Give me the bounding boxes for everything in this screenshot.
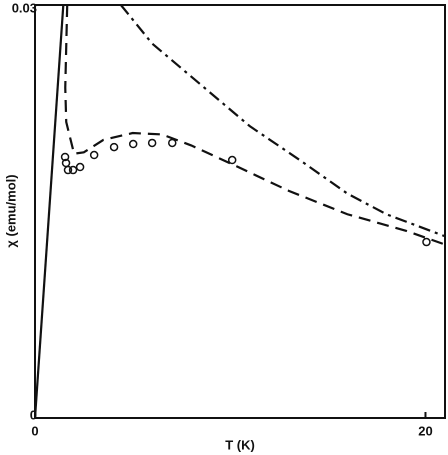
series-line (120, 5, 445, 238)
series-line (35, 5, 65, 418)
data-point (422, 237, 431, 247)
x-tick-label: 0 (31, 423, 38, 438)
y-axis-label: χ (emu/mol) (3, 174, 18, 247)
data-point (168, 138, 177, 148)
data-point (63, 165, 73, 175)
y-tick-label: 0.03 (12, 0, 37, 15)
data-point (89, 150, 99, 160)
data-point (68, 165, 78, 175)
data-point (75, 162, 85, 172)
series-line (64, 5, 445, 246)
data-point (147, 138, 157, 148)
plot-frame (34, 4, 446, 419)
x-tick-label: 20 (418, 423, 432, 438)
y-tick-label: 0 (30, 407, 37, 422)
data-point (109, 142, 119, 152)
data-point (227, 155, 237, 165)
data-point (128, 139, 138, 149)
data-point (60, 152, 70, 162)
x-axis-label: T (K) (225, 437, 255, 452)
